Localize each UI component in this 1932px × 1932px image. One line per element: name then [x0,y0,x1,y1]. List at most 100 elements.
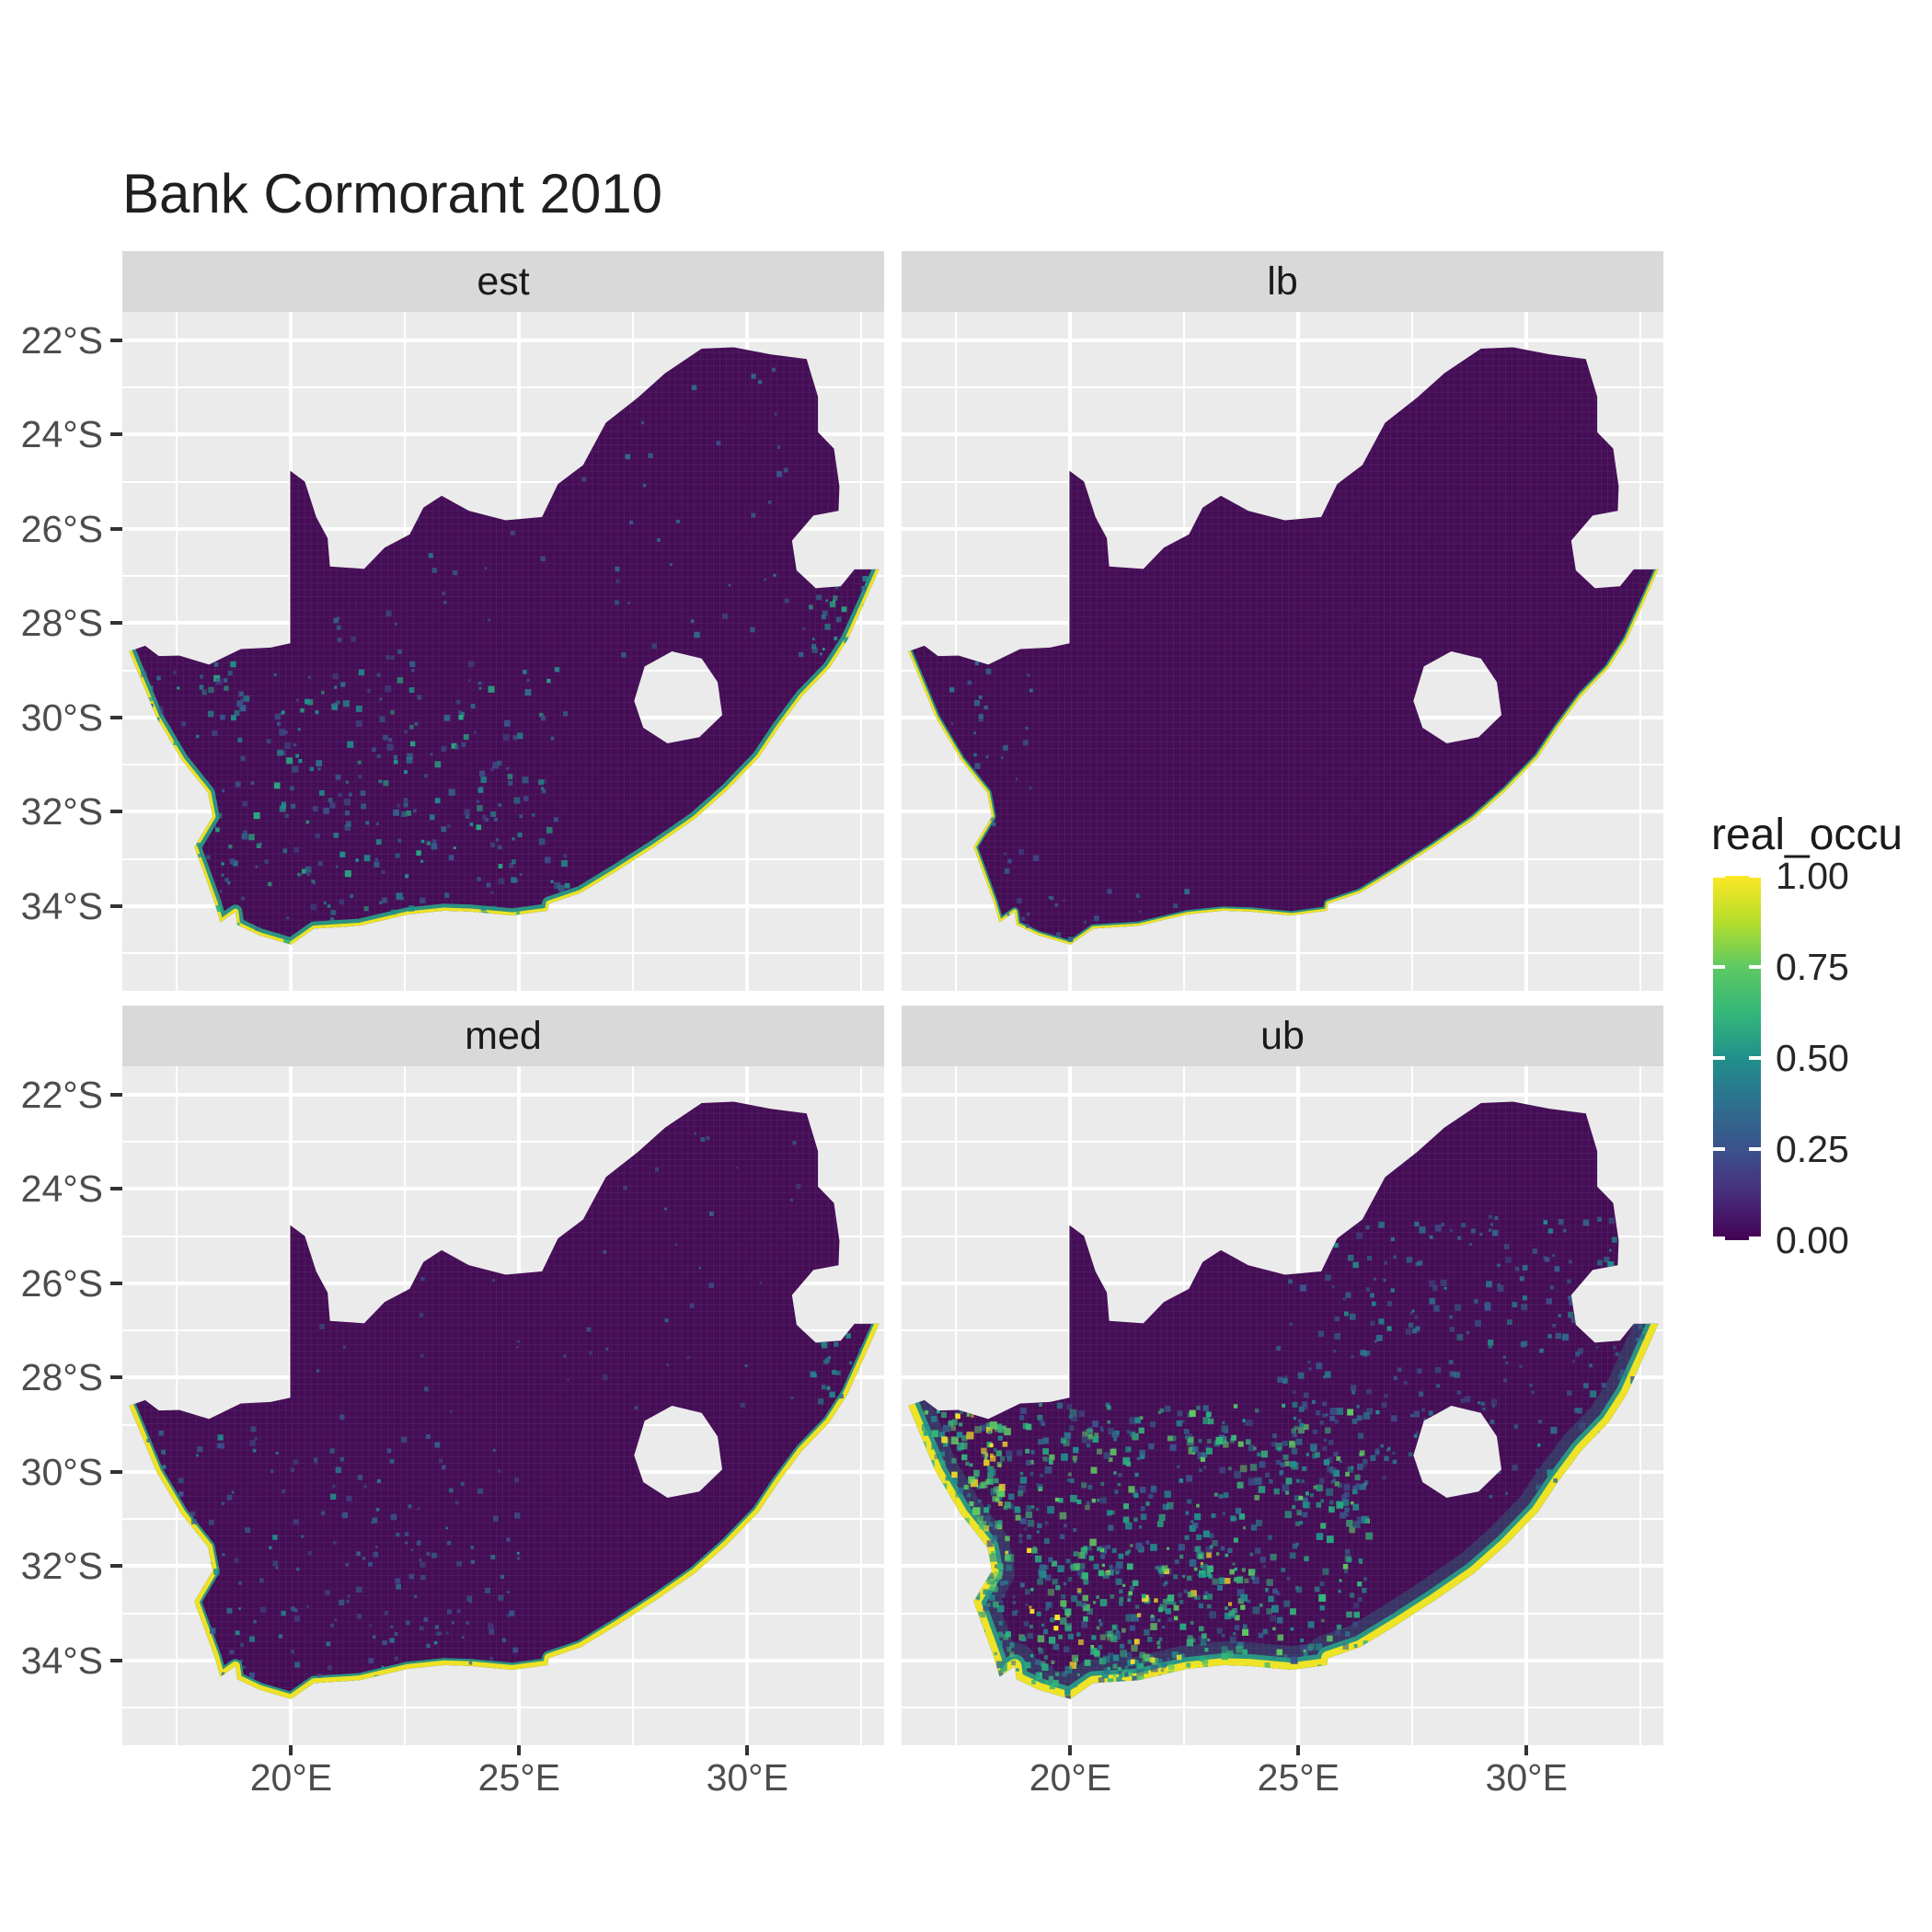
x-axis-label: 30°E [1485,1756,1568,1799]
facet-strip-lb: lb [902,251,1663,312]
y-axis-label: 32°S [20,790,103,834]
y-axis-label: 24°S [20,413,103,456]
legend-title: real_occu [1711,811,1903,859]
gridline-minor-h [122,386,884,388]
map-panel-lb [902,312,1663,991]
gridline-minor-h [122,1141,884,1143]
y-axis-label: 34°S [20,884,103,927]
y-axis-tick [110,1658,122,1662]
facet-label-ub: ub [1260,1013,1305,1058]
map-panel-est [122,312,884,991]
x-axis-label: 30°E [706,1756,788,1799]
y-axis-tick [110,432,122,437]
facet-label-lb: lb [1267,259,1298,304]
gridline-major-h [902,1092,1663,1097]
y-axis-tick [110,1187,122,1191]
raster-grid-texture [129,1101,880,1699]
gridline-minor-v [1639,312,1642,991]
facet-strip-est: est [122,251,884,312]
y-axis-tick [110,621,122,626]
gridline-minor-h [122,480,884,483]
map-panel-med [122,1066,884,1745]
gridline-minor-h [122,952,884,954]
y-axis-tick [110,1564,122,1569]
south-africa-map-est [129,347,880,945]
x-axis-tick [1296,1745,1301,1755]
y-axis-tick [110,338,122,342]
legend-tick [1749,965,1761,969]
y-axis-label: 22°S [20,1073,103,1116]
legend-label-0.25: 0.25 [1776,1128,1849,1170]
legend-tick [1713,1056,1725,1060]
raster-grid-texture [129,347,880,945]
gridline-major-h [122,338,884,342]
south-africa-map-med [129,1101,880,1699]
legend-tick [1713,965,1725,969]
gridline-major-h [902,1187,1663,1191]
gridline-major-h [122,432,884,437]
x-axis-tick [745,1745,750,1755]
gridline-minor-h [902,386,1663,388]
y-axis-tick [110,1469,122,1474]
y-axis-label: 30°S [20,696,103,739]
legend-tick [1713,1147,1725,1151]
y-axis-label: 30°S [20,1450,103,1493]
y-axis-label: 32°S [20,1545,103,1588]
gridline-minor-h [902,1235,1663,1237]
legend-tick [1749,1236,1761,1240]
gridline-minor-v [955,312,958,991]
legend-tick [1749,1147,1761,1151]
legend-label-0.00: 0.00 [1776,1219,1849,1261]
gridline-minor-v [860,1066,863,1745]
x-axis-tick [289,1745,293,1755]
legend-label-1.00: 1.00 [1776,855,1849,897]
y-axis-tick [110,1375,122,1380]
facet-est: est [122,251,884,991]
y-axis-tick [110,1092,122,1097]
y-axis-label: 22°S [20,318,103,362]
y-axis-tick [110,810,122,814]
legend-label-0.50: 0.50 [1776,1037,1849,1079]
south-africa-map-lb [908,347,1659,945]
gridline-minor-h [902,952,1663,954]
y-axis-tick [110,1281,122,1285]
figure-title: Bank Cormorant 2010 [122,163,662,224]
legend: real_occu 1.00 0.75 0.50 0.25 0.00 [1700,810,1932,1288]
x-axis-tick [1068,1745,1073,1755]
y-axis-label: 26°S [20,507,103,550]
gridline-minor-v [1639,1066,1642,1745]
x-axis-label: 25°E [1257,1756,1340,1799]
x-axis-tick [517,1745,522,1755]
gridline-minor-v [176,312,178,991]
gridline-minor-v [860,312,863,991]
y-axis-tick [110,903,122,908]
y-axis-label: 24°S [20,1167,103,1211]
x-axis-label: 20°E [1029,1756,1112,1799]
gridline-minor-h [902,480,1663,483]
legend-tick [1749,874,1761,878]
legend-tick [1713,874,1725,878]
gridline-minor-h [902,1707,1663,1708]
gridline-minor-h [122,1235,884,1237]
facet-label-med: med [465,1013,542,1058]
south-africa-map-ub [908,1101,1659,1699]
y-axis-label: 34°S [20,1639,103,1682]
facet-strip-ub: ub [902,1006,1663,1066]
legend-label-0.75: 0.75 [1776,946,1849,988]
gridline-major-h [122,1187,884,1191]
gridline-major-h [122,1092,884,1097]
facet-label-est: est [477,259,530,304]
raster-grid-texture [908,347,1659,945]
gridline-major-h [902,432,1663,437]
x-axis-label: 25°E [477,1756,561,1799]
gridline-minor-v [176,1066,178,1745]
gridline-minor-h [902,1141,1663,1143]
legend-tick [1749,1056,1761,1060]
gridline-minor-v [955,1066,958,1745]
map-panel-ub [902,1066,1663,1745]
y-axis-label: 28°S [20,602,103,645]
gridline-major-h [902,338,1663,342]
facet-med: med [122,1006,884,1745]
y-axis-label: 28°S [20,1356,103,1399]
